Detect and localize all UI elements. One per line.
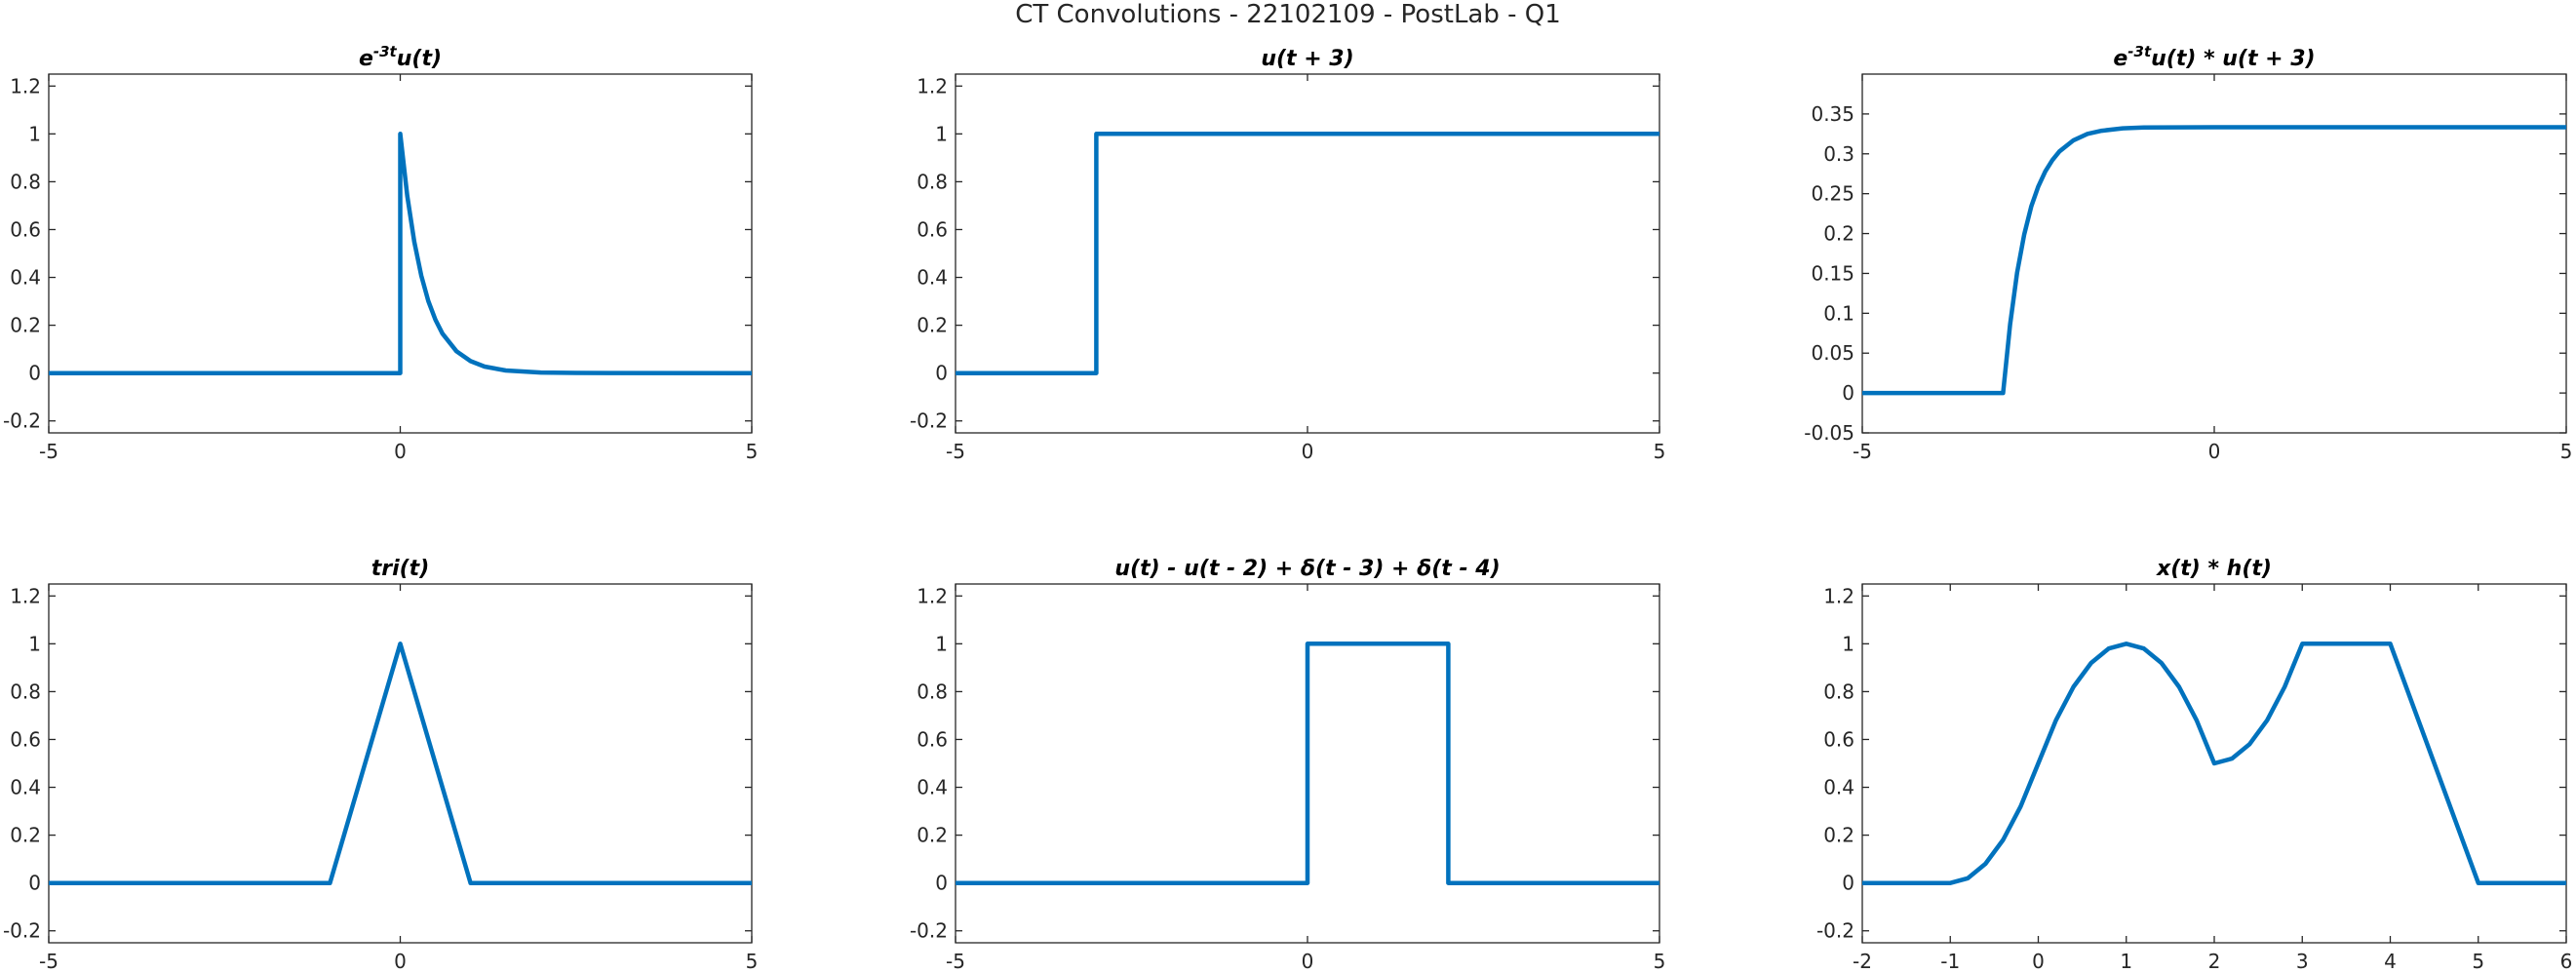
x-tick-label: -1: [1940, 950, 1960, 973]
y-tick-label: -0.2: [910, 409, 948, 433]
x-tick-label: 5: [746, 440, 759, 463]
x-tick-label: 0: [1302, 440, 1314, 463]
y-tick-label: 0.6: [1823, 727, 1854, 751]
y-tick-label: 1.2: [917, 74, 948, 97]
x-tick-label: -5: [39, 440, 59, 463]
signal-line: [1862, 642, 2566, 885]
y-tick-label: 0.2: [1823, 222, 1854, 246]
y-tick-label: 1: [28, 122, 41, 145]
signal-line: [956, 132, 1659, 375]
y-tick-label: 0.2: [10, 314, 41, 337]
y-tick-label: 1.2: [10, 74, 41, 97]
y-tick-label: 0: [28, 362, 41, 385]
y-tick-label: 0.4: [1823, 776, 1854, 799]
y-tick-label: 0: [1842, 381, 1854, 405]
y-tick-label: 1: [28, 632, 41, 655]
y-tick-label: 0.6: [10, 727, 41, 751]
x-tick-label: -2: [1853, 950, 1872, 973]
y-tick-label: 0.2: [10, 824, 41, 847]
y-tick-label: 0.4: [917, 776, 948, 799]
y-tick-label: 0.1: [1823, 301, 1854, 325]
y-tick-label: 0.4: [10, 776, 41, 799]
y-tick-label: 1.2: [917, 584, 948, 607]
subplot-1: e-3tu(t) -0.2 0 0.2 0.4 0.6 0.8 1 1.2 -5 0 5: [3, 43, 758, 463]
y-tick-label: 0.2: [917, 824, 948, 847]
x-tick-label: 3: [2296, 950, 2309, 973]
y-tick-label: 0: [1842, 872, 1854, 895]
y-tick-label: -0.2: [1816, 919, 1854, 943]
y-tick-label: 0.6: [917, 727, 948, 751]
y-tick-label: -0.05: [1804, 421, 1854, 445]
y-tick-label: -0.2: [3, 409, 41, 433]
y-tick-label: 0.25: [1811, 182, 1854, 206]
x-tick-label: 0: [394, 950, 407, 973]
signal-line: [956, 642, 1659, 885]
signal-line: [49, 132, 753, 375]
axes-frame: [48, 583, 753, 944]
figure-title: CT Convolutions - 22102109 - PostLab - Q…: [1015, 0, 1561, 29]
y-tick-label: 0.15: [1811, 261, 1854, 285]
y-tick-label: 0: [935, 362, 948, 385]
y-tick-label: 0.05: [1811, 341, 1854, 365]
y-tick-label: 1.2: [1823, 584, 1854, 607]
subplot-5: u(t) - u(t - 2) + δ(t - 3) + δ(t - 4) -0.…: [910, 557, 1665, 973]
subplot-title: u(t + 3): [1261, 47, 1353, 71]
y-tick-label: 0.8: [1823, 680, 1854, 703]
y-tick-label: 0.35: [1811, 102, 1854, 126]
x-tick-label: 0: [394, 440, 407, 463]
x-tick-label: 0: [1302, 950, 1314, 973]
x-tick-label: 5: [1654, 950, 1666, 973]
x-tick-label: -5: [39, 950, 59, 973]
subplot-4: tri(t) -0.2 0 0.2 0.4 0.6 0.8 1 1.2 -5 0 5: [3, 557, 758, 973]
subplot-2: u(t + 3) -0.2 0 0.2 0.4 0.6 0.8 1 1.2 -5 0 5: [910, 47, 1665, 463]
x-tick-label: 1: [2120, 950, 2132, 973]
subplot-title: u(t) - u(t - 2) + δ(t - 3) + δ(t - 4): [1114, 557, 1500, 581]
y-tick-label: 0.2: [1823, 824, 1854, 847]
y-tick-label: -0.2: [3, 919, 41, 943]
y-tick-label: 1: [1842, 632, 1854, 655]
y-tick-label: 0.8: [917, 170, 948, 193]
x-tick-label: 0: [2208, 440, 2221, 463]
signal-line: [1862, 125, 2566, 396]
y-tick-label: 0: [28, 872, 41, 895]
y-tick-label: 0: [935, 872, 948, 895]
x-tick-label: 6: [2560, 950, 2573, 973]
subplot-3: e-3tu(t) * u(t + 3) -0.05 0 0.05 0.1 0.15 0.2 0…: [1804, 43, 2572, 463]
y-tick-label: 0.6: [10, 217, 41, 241]
subplot-6: x(t) * h(t) -0.2 0 0.2 0.4 0.6 0.8 1 1.2 -2 -1 0 1 2 3…: [1816, 557, 2572, 973]
x-tick-label: 5: [2472, 950, 2484, 973]
subplot-title: x(t) * h(t): [2156, 557, 2272, 581]
signal-line: [49, 642, 752, 885]
y-tick-label: 1: [935, 632, 948, 655]
x-tick-label: -5: [946, 440, 965, 463]
x-tick-label: 0: [2032, 950, 2045, 973]
x-tick-label: 5: [1654, 440, 1666, 463]
y-tick-label: 0.6: [917, 217, 948, 241]
x-tick-label: -5: [946, 950, 965, 973]
x-tick-label: 4: [2384, 950, 2397, 973]
y-tick-label: 1: [935, 122, 948, 145]
y-tick-label: -0.2: [910, 919, 948, 943]
y-tick-label: 0.2: [917, 314, 948, 337]
y-tick-label: 1.2: [10, 584, 41, 607]
x-tick-label: -5: [1853, 440, 1872, 463]
y-tick-label: 0.8: [917, 680, 948, 703]
y-tick-label: 0.8: [10, 680, 41, 703]
y-tick-label: 0.8: [10, 170, 41, 193]
y-tick-label: 0.3: [1823, 142, 1854, 166]
x-tick-label: 5: [2560, 440, 2573, 463]
x-tick-label: 5: [746, 950, 759, 973]
x-tick-label: 2: [2208, 950, 2221, 973]
y-tick-label: 0.4: [10, 266, 41, 290]
subplot-title: e-3tu(t): [359, 43, 442, 71]
subplot-title: tri(t): [371, 557, 430, 581]
axes-frame: [955, 73, 1660, 434]
y-tick-label: 0.4: [917, 266, 948, 290]
subplot-title: e-3tu(t) * u(t + 3): [2113, 43, 2315, 71]
